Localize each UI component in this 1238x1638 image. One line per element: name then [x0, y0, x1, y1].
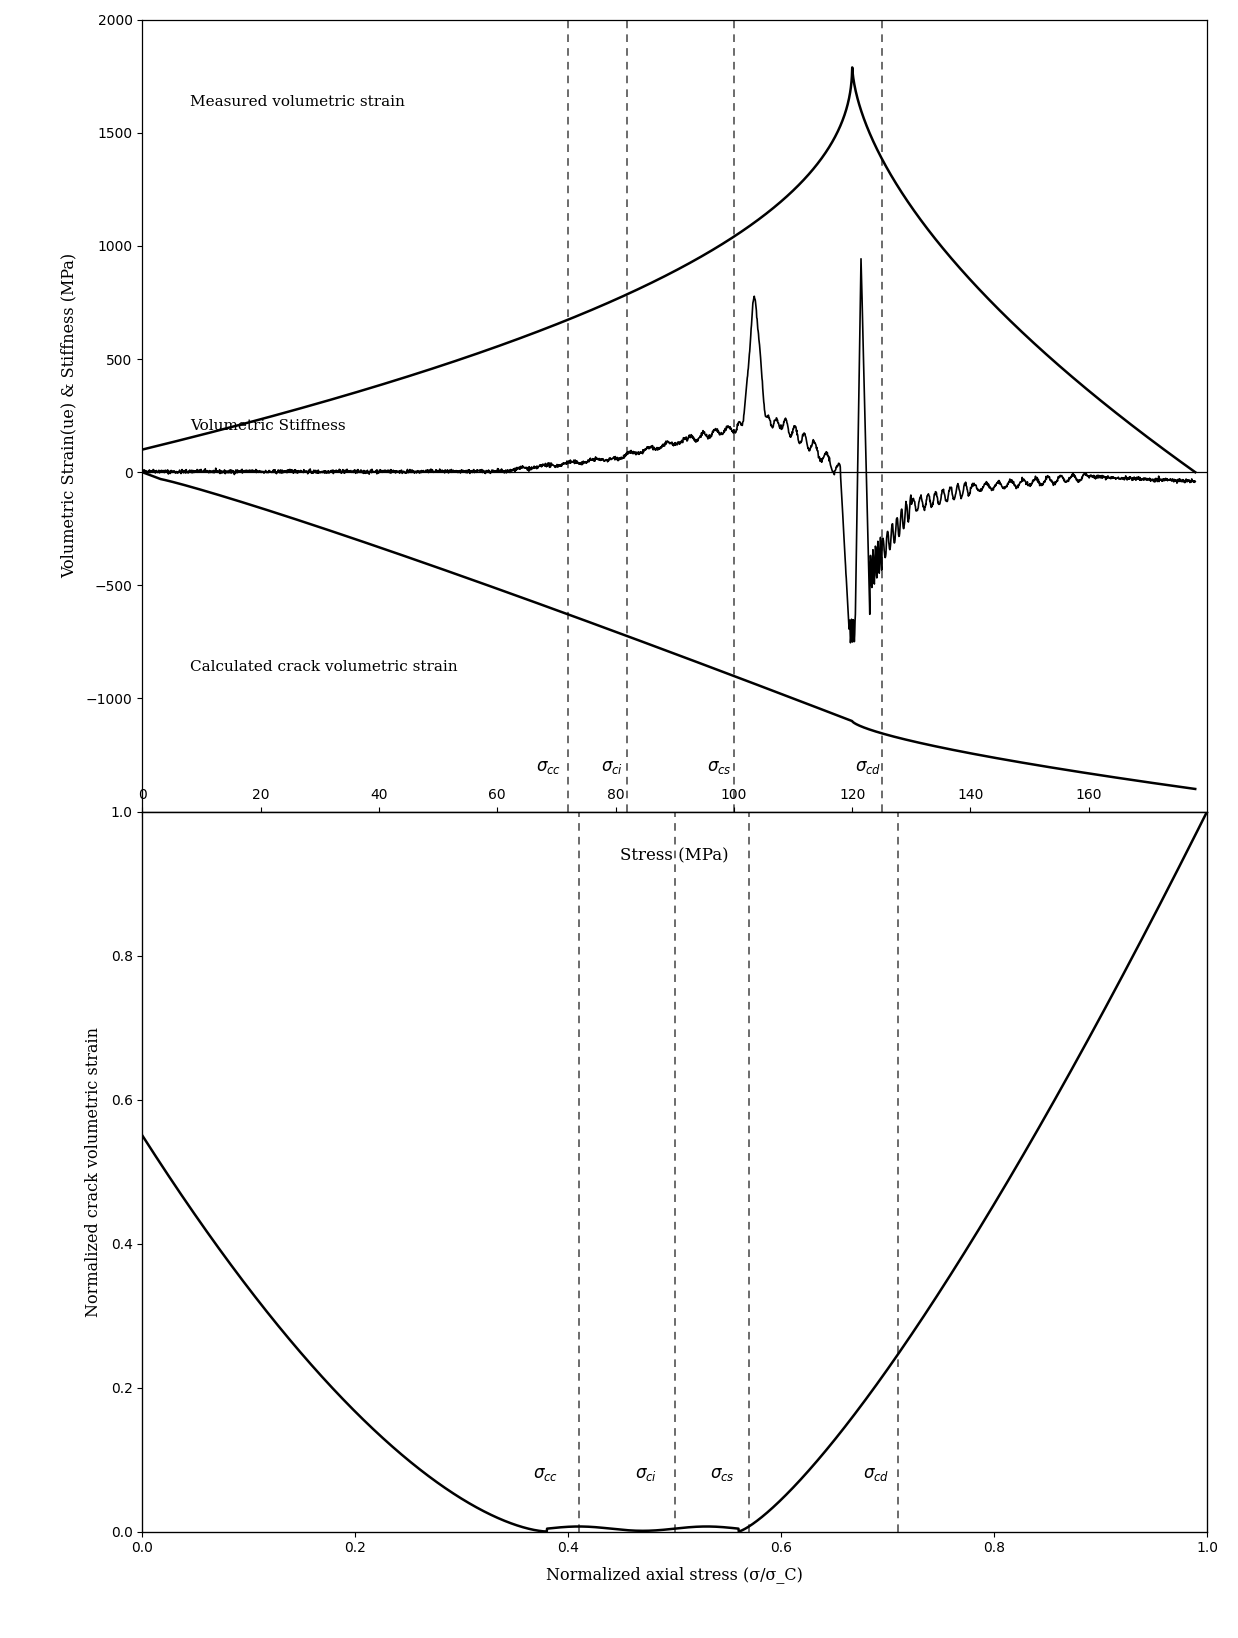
Text: $\sigma_{ci}$: $\sigma_{ci}$: [600, 758, 623, 776]
Text: $\sigma_{cd}$: $\sigma_{cd}$: [855, 758, 881, 776]
Text: $\sigma_{cs}$: $\sigma_{cs}$: [709, 1466, 734, 1482]
Text: $\sigma_{ci}$: $\sigma_{ci}$: [635, 1466, 657, 1482]
Text: Stress (MPa): Stress (MPa): [620, 847, 729, 865]
Y-axis label: Normalized crack volumetric strain: Normalized crack volumetric strain: [85, 1027, 103, 1317]
Y-axis label: Volumetric Strain(ue) & Stiffness (MPa): Volumetric Strain(ue) & Stiffness (MPa): [61, 252, 78, 578]
Text: Calculated crack volumetric strain: Calculated crack volumetric strain: [189, 660, 457, 675]
X-axis label: Normalized axial stress (σ/σ_C): Normalized axial stress (σ/σ_C): [546, 1566, 803, 1584]
Text: $\sigma_{cs}$: $\sigma_{cs}$: [707, 758, 732, 776]
Text: $\sigma_{cc}$: $\sigma_{cc}$: [536, 758, 561, 776]
Text: Volumetric Stiffness: Volumetric Stiffness: [189, 419, 345, 434]
Text: Measured volumetric strain: Measured volumetric strain: [189, 95, 405, 108]
Text: $\sigma_{cd}$: $\sigma_{cd}$: [863, 1466, 890, 1482]
Text: $\sigma_{cc}$: $\sigma_{cc}$: [534, 1466, 558, 1482]
